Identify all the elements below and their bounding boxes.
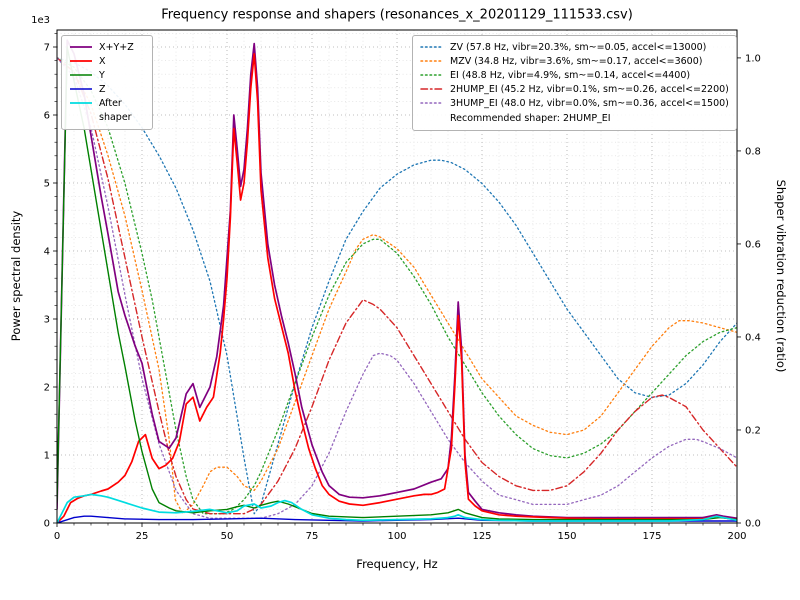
- x-tick-label: 175: [642, 531, 661, 542]
- legend-line-sample: [420, 102, 444, 105]
- legend-item: EI (48.8 Hz, vibr=4.9%, sm~=0.14, accel<…: [420, 69, 729, 82]
- legend-spacer: [420, 114, 444, 122]
- legend-item: Z: [69, 83, 145, 96]
- y-left-offset-label: 1e3: [31, 15, 50, 26]
- legend-line-sample: [70, 60, 92, 62]
- y-right-tick-label: 1.0: [745, 53, 761, 64]
- legend-item: After shaper: [69, 97, 145, 123]
- legend-label: Y: [99, 70, 105, 82]
- legend-line-sample: [70, 88, 92, 91]
- legend-item: 2HUMP_EI (45.2 Hz, vibr=0.1%, sm~=0.26, …: [420, 83, 729, 96]
- series-line-MZV: [57, 57, 737, 515]
- y-right-tick-label: 0.0: [745, 519, 761, 530]
- x-tick-label: 200: [727, 531, 746, 542]
- y-right-tick-label: 0.4: [745, 332, 761, 343]
- y-left-tick-label: 2: [44, 383, 50, 394]
- legend-shapers: ZV (57.8 Hz, vibr=20.3%, sm~=0.05, accel…: [412, 35, 737, 131]
- y-left-tick-label: 1: [44, 451, 50, 462]
- x-tick-label: 0: [54, 531, 60, 542]
- series-line-Y: [57, 46, 737, 521]
- legend-label: MZV (34.8 Hz, vibr=3.6%, sm~=0.17, accel…: [450, 56, 703, 68]
- y-left-tick-label: 7: [44, 43, 50, 54]
- y-axis-label-right: Shaper vibration reduction (ratio): [774, 179, 788, 373]
- series-line-After shaper: [57, 493, 737, 523]
- legend-item: Y: [69, 69, 145, 82]
- plot-frame: [56, 29, 738, 524]
- legend-label: 3HUMP_EI (48.0 Hz, vibr=0.0%, sm~=0.36, …: [450, 98, 729, 110]
- x-tick-label: 75: [306, 531, 319, 542]
- legend-line-sample: [420, 46, 444, 48]
- y-left-tick-label: 5: [44, 179, 50, 190]
- legend-item: MZV (34.8 Hz, vibr=3.6%, sm~=0.17, accel…: [420, 55, 729, 68]
- chart-title: Frequency response and shapers (resonanc…: [161, 7, 633, 23]
- y-axis-label-left: Power spectral density: [9, 210, 23, 342]
- y-left-tick-label: 4: [44, 247, 50, 258]
- series-line-3HUMP_EI: [57, 57, 737, 519]
- legend-line-sample: [420, 88, 444, 91]
- x-axis-label: Frequency, Hz: [356, 557, 438, 571]
- series-line-ZV: [57, 57, 737, 515]
- legend-line-sample: [420, 60, 444, 62]
- series-line-2HUMP_EI: [57, 57, 737, 515]
- y-right-tick-label: 0.6: [745, 239, 761, 250]
- legend-item: X+Y+Z: [69, 41, 145, 54]
- legend-item: 3HUMP_EI (48.0 Hz, vibr=0.0%, sm~=0.36, …: [420, 97, 729, 110]
- x-tick-label: 125: [472, 531, 491, 542]
- legend-item: Recommended shaper: 2HUMP_EI: [420, 112, 729, 125]
- legend-label: X+Y+Z: [99, 42, 134, 53]
- series-line-X+Y+Z: [57, 39, 737, 520]
- y-left-tick-label: 0: [44, 519, 50, 530]
- legend-line-sample: [70, 102, 92, 105]
- y-right-tick-label: 0.8: [745, 146, 761, 157]
- legend-item: ZV (57.8 Hz, vibr=20.3%, sm~=0.05, accel…: [420, 41, 729, 54]
- legend-label: EI (48.8 Hz, vibr=4.9%, sm~=0.14, accel<…: [450, 70, 691, 82]
- y-left-tick-label: 3: [44, 315, 50, 326]
- legend-line-sample: [70, 74, 92, 76]
- y-right-tick-label: 0.2: [745, 425, 761, 436]
- legend-label: Z: [99, 84, 106, 96]
- legend-line-sample: [420, 74, 444, 76]
- legend-item: X: [69, 55, 145, 68]
- legend-label: Recommended shaper: 2HUMP_EI: [450, 112, 611, 124]
- x-tick-label: 150: [557, 531, 576, 542]
- x-tick-label: 50: [221, 531, 234, 542]
- legend-label: X: [99, 56, 106, 68]
- series-line-X: [57, 52, 737, 523]
- legend-label: After shaper: [99, 98, 132, 123]
- legend-main-series: X+Y+Z X Y Z After shaper: [61, 35, 153, 130]
- legend-line-sample: [70, 46, 92, 48]
- y-left-tick-label: 6: [44, 111, 50, 122]
- legend-label: ZV (57.8 Hz, vibr=20.3%, sm~=0.05, accel…: [450, 42, 707, 53]
- x-tick-label: 25: [136, 531, 149, 542]
- x-tick-label: 100: [387, 531, 406, 542]
- series-line-EI: [57, 57, 737, 515]
- legend-label: 2HUMP_EI (45.2 Hz, vibr=0.1%, sm~=0.26, …: [450, 84, 729, 96]
